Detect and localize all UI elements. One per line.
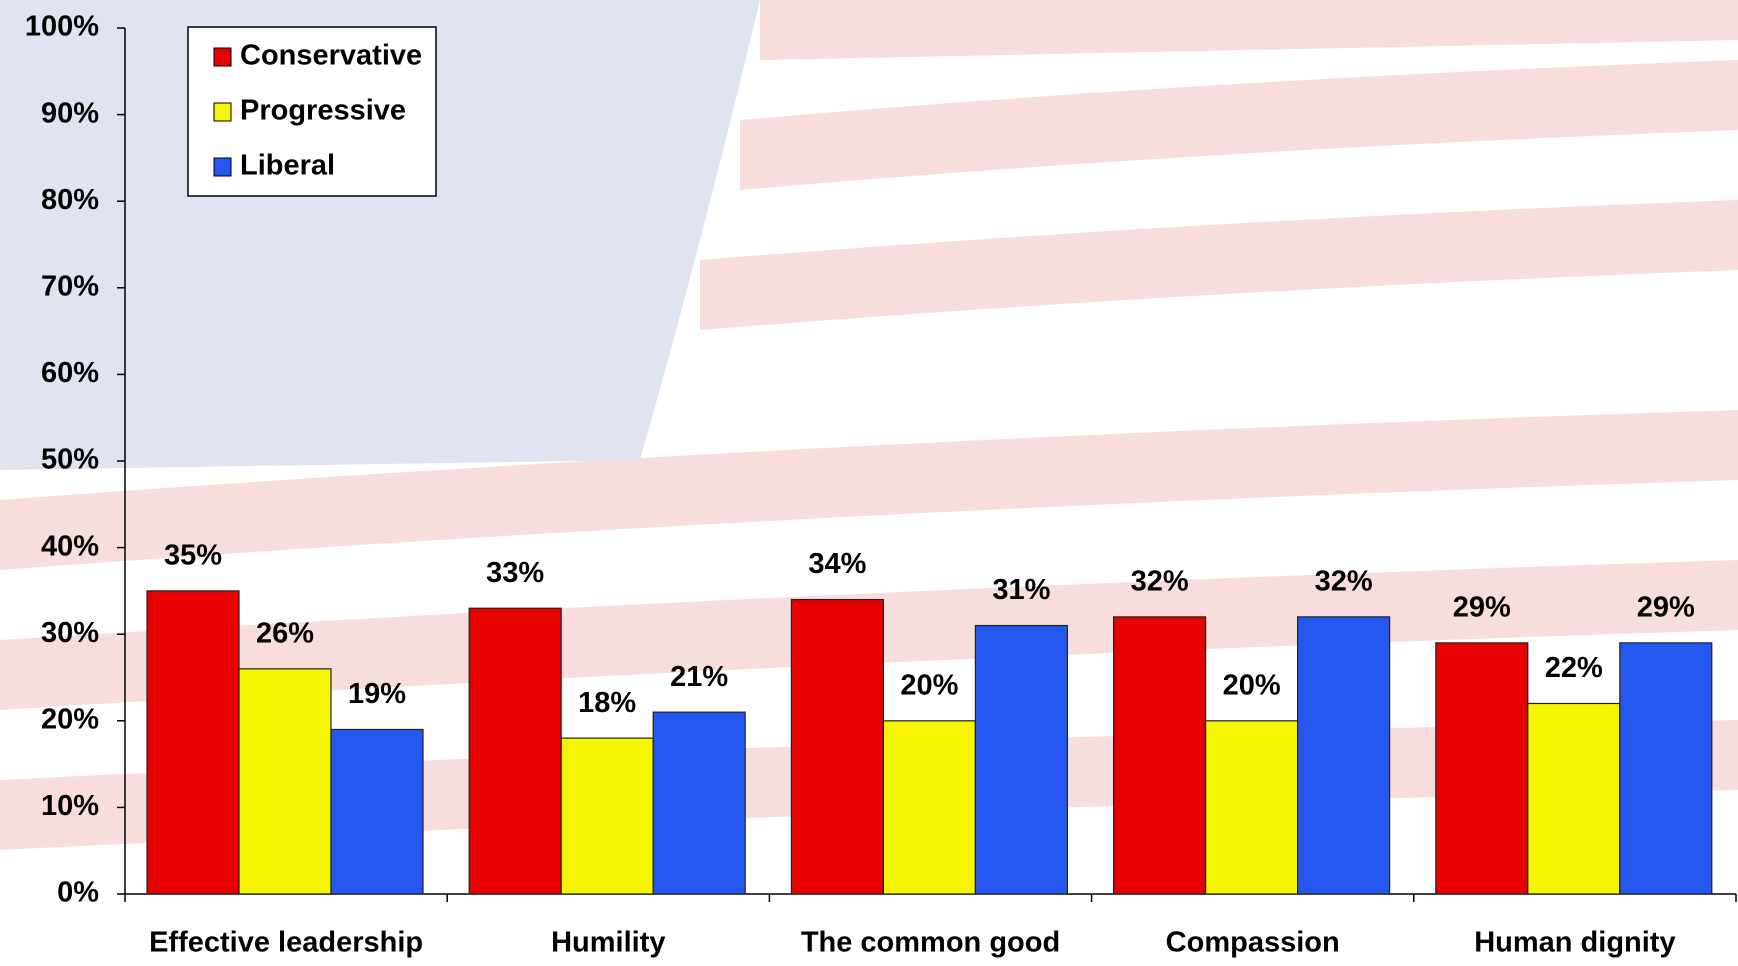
- value-label: 31%: [992, 574, 1050, 606]
- legend-label: Conservative: [240, 40, 422, 72]
- value-label: 33%: [486, 557, 544, 589]
- x-tick-label: Effective leadership: [149, 927, 423, 959]
- value-label: 34%: [808, 548, 866, 580]
- legend-swatch: [213, 102, 232, 122]
- bar: [974, 624, 1069, 895]
- y-tick-label: 90%: [41, 97, 99, 129]
- legend-label: Liberal: [240, 150, 335, 182]
- y-tick-label: 80%: [41, 184, 99, 216]
- bar: [1435, 642, 1529, 895]
- y-tick-label: 50%: [41, 444, 99, 476]
- value-label: 20%: [1223, 669, 1281, 701]
- bar: [146, 590, 240, 895]
- legend-swatch: [213, 157, 232, 177]
- y-tick-label: 20%: [41, 703, 99, 735]
- legend-label: Progressive: [240, 95, 406, 127]
- y-tick-label: 70%: [41, 270, 99, 302]
- value-label: 29%: [1637, 592, 1695, 624]
- value-label: 26%: [256, 617, 314, 649]
- bar: [882, 720, 977, 895]
- bar: [1296, 616, 1391, 895]
- bar: [560, 737, 654, 895]
- bar: [790, 598, 885, 895]
- bar: [238, 668, 332, 895]
- legend: Conservative Progressive Liberal: [187, 26, 437, 197]
- y-tick-label: 0%: [57, 877, 99, 909]
- bar: [330, 728, 424, 895]
- x-tick-label: The common good: [801, 927, 1060, 959]
- value-label: 22%: [1545, 652, 1603, 684]
- value-label: 19%: [348, 678, 406, 710]
- value-label: 32%: [1131, 566, 1189, 598]
- bar: [1204, 720, 1299, 895]
- y-tick-label: 40%: [41, 530, 99, 562]
- x-tick-label: Human dignity: [1474, 927, 1675, 959]
- value-label: 32%: [1315, 566, 1373, 598]
- y-tick-label: 10%: [41, 790, 99, 822]
- value-label: 21%: [670, 661, 728, 693]
- y-tick-label: 100%: [25, 11, 99, 43]
- x-tick-label: Compassion: [1166, 927, 1340, 959]
- x-tick-label: Humility: [551, 927, 665, 959]
- bar: [1619, 642, 1713, 895]
- bar: [652, 711, 746, 895]
- value-label: 20%: [900, 669, 958, 701]
- legend-swatch: [213, 47, 232, 67]
- value-label: 35%: [164, 540, 222, 572]
- y-tick-label: 30%: [41, 617, 99, 649]
- bar: [468, 607, 562, 895]
- value-label: 18%: [578, 687, 636, 719]
- y-tick-label: 60%: [41, 357, 99, 389]
- bar: [1527, 702, 1621, 895]
- value-label: 29%: [1453, 592, 1511, 624]
- bar: [1112, 616, 1207, 895]
